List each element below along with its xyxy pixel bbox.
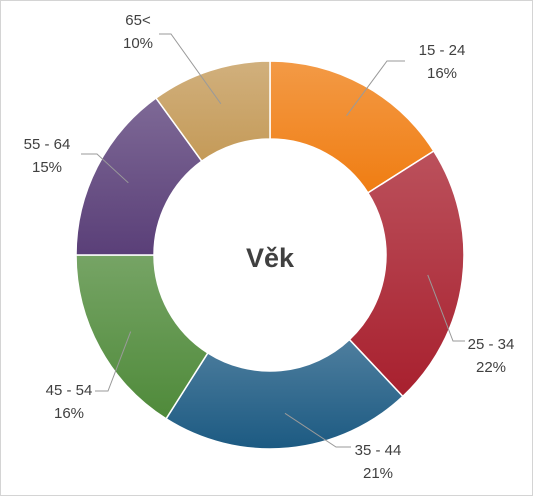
category-label: 25 - 34 xyxy=(468,336,515,353)
leader-lines-group xyxy=(81,33,465,448)
leader-line xyxy=(284,412,351,448)
percent-label: 16% xyxy=(54,405,84,422)
category-label: 45 - 54 xyxy=(46,382,93,399)
category-label: 15 - 24 xyxy=(419,42,466,59)
slice-65 xyxy=(154,60,271,163)
category-label: 35 - 44 xyxy=(355,442,402,459)
category-label: 65< xyxy=(125,12,151,29)
slice-25-34 xyxy=(348,150,465,398)
leader-line xyxy=(81,153,129,184)
category-label: 55 - 64 xyxy=(24,136,71,153)
leader-line xyxy=(159,33,222,105)
leader-line xyxy=(95,331,132,392)
chart-title: Věk xyxy=(246,243,295,273)
data-labels-group: 15 - 24 16% 25 - 34 22% 35 - 44 21% 45 - 54 16%… xyxy=(24,12,515,482)
leader-line xyxy=(427,274,465,342)
slice-35-44 xyxy=(165,338,404,450)
slices-group xyxy=(75,60,465,450)
percent-label: 15% xyxy=(32,159,62,176)
percent-label: 21% xyxy=(363,465,393,482)
percent-label: 10% xyxy=(123,35,153,52)
percent-label: 22% xyxy=(476,359,506,376)
percent-label: 16% xyxy=(427,65,457,82)
leader-line xyxy=(346,60,405,116)
